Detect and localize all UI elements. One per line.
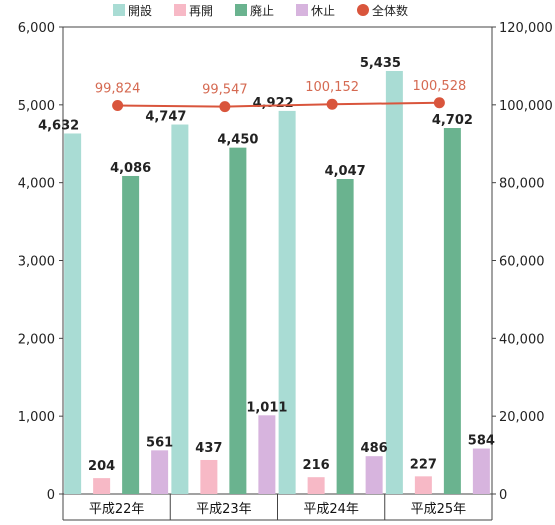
bar-休止 [258,415,276,494]
left-axis-tick-label: 0 [47,488,55,503]
bar-再開 [200,459,218,494]
line-data-label: 99,824 [95,82,141,97]
left-axis-tick-label: 6,000 [18,21,55,36]
bar-data-label: 1,011 [246,400,287,415]
bar-休止 [151,450,169,494]
left-axis-tick-label: 1,000 [18,410,55,425]
bar-開設 [278,110,296,495]
bar-休止 [472,448,490,494]
line-data-label: 100,528 [412,79,466,94]
bar-data-label: 4,450 [217,133,258,148]
left-axis-tick-label: 3,000 [18,255,55,270]
legend-swatch-再開 [174,4,186,16]
bar-data-label: 4,632 [38,118,79,133]
legend-swatch-全体数 [357,4,369,16]
bar-data-label: 216 [303,458,330,473]
line-data-label: 99,547 [202,83,248,98]
bar-休止 [365,456,383,494]
bar-data-label: 4,702 [432,113,473,128]
legend-label: 全体数 [372,3,408,18]
category-label: 平成24年 [303,502,359,517]
category-label: 平成23年 [196,502,252,517]
bar-data-label: 5,435 [360,56,401,71]
bar-data-label: 4,086 [110,161,151,176]
bar-再開 [93,478,111,494]
bar-data-label: 4,747 [145,110,186,125]
left-axis-tick-label: 4,000 [18,177,55,192]
left-axis-tick-label: 2,000 [18,332,55,347]
bar-data-label: 486 [361,441,388,456]
bar-廃止 [336,179,354,495]
right-axis-tick-label: 100,000 [499,99,553,114]
bar-data-label: 4,922 [253,96,294,111]
bar-再開 [414,476,432,494]
legend-swatch-廃止 [235,4,247,16]
right-axis-tick-label: 120,000 [499,21,553,36]
right-axis-tick-label: 80,000 [499,177,545,192]
category-label: 平成22年 [89,502,145,517]
right-axis-tick-label: 60,000 [499,255,545,270]
category-label: 平成25年 [411,502,467,517]
left-axis-tick-label: 5,000 [18,99,55,114]
bar-data-label: 437 [195,441,222,456]
bar-data-label: 227 [410,457,437,472]
legend-label: 廃止 [250,3,274,18]
right-axis-tick-label: 20,000 [499,410,545,425]
legend-label: 開設 [128,3,152,18]
line-point [112,100,124,112]
legend-label: 休止 [311,4,335,18]
line-data-label: 100,152 [305,80,359,95]
legend-swatch-開設 [113,4,125,16]
line-point [433,97,445,109]
line-point [326,98,338,110]
legend-label: 再開 [189,4,213,18]
legend-swatch-休止 [296,4,308,16]
bar-data-label: 584 [468,434,495,449]
bar-開設 [385,70,403,494]
bar-data-label: 561 [146,435,173,450]
line-全体数 [117,101,440,108]
line-point [219,101,231,113]
bar-廃止 [122,175,140,494]
bar-data-label: 204 [88,459,115,474]
bar-data-label: 4,047 [325,164,366,179]
right-axis-tick-label: 0 [499,488,507,503]
bar-再開 [307,477,325,494]
bar-廃止 [443,128,461,495]
right-axis-tick-label: 40,000 [499,332,545,347]
bar-開設 [64,133,82,494]
bar-廃止 [229,147,247,494]
bar-開設 [171,124,189,494]
